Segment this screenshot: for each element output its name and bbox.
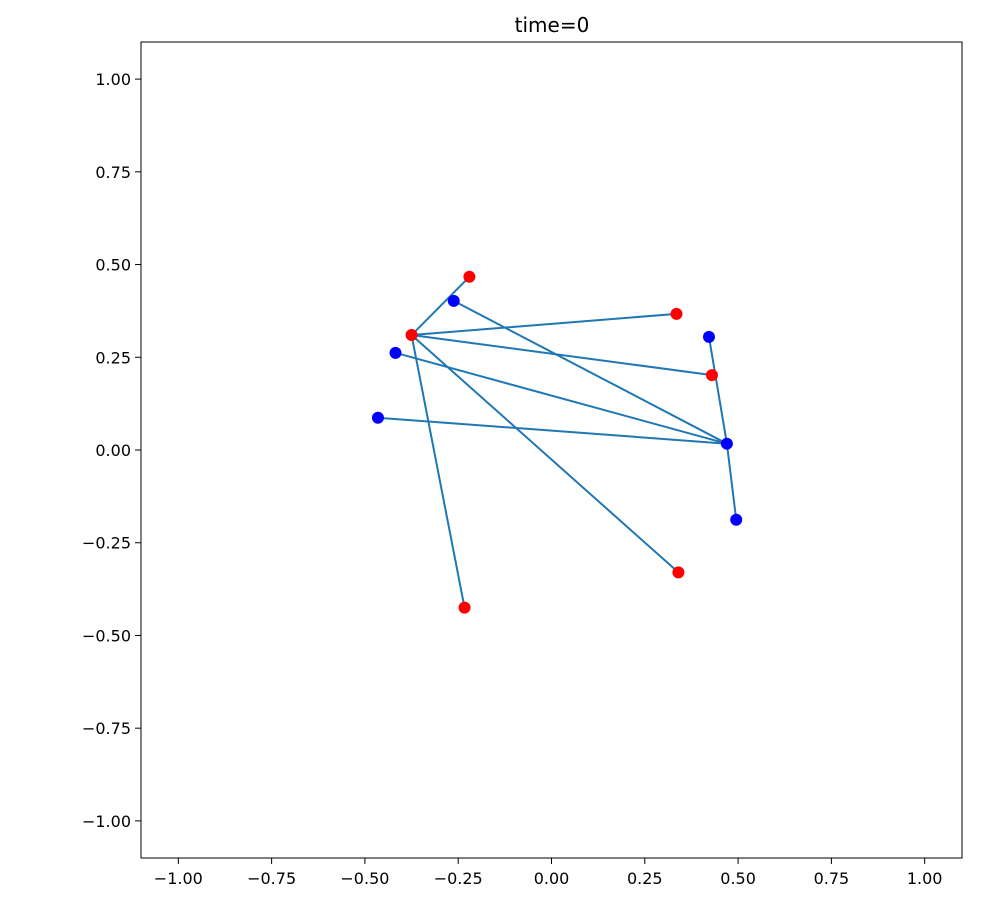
blue-point xyxy=(389,346,402,359)
y-tick-label: 1.00 xyxy=(95,70,131,89)
edge-line xyxy=(453,300,728,445)
y-tick-label: −0.25 xyxy=(82,534,131,553)
red-point xyxy=(458,601,471,614)
edge-line xyxy=(377,416,727,445)
y-tick-label: −0.75 xyxy=(82,719,131,738)
edge-line xyxy=(410,276,471,336)
y-tick-label: −0.50 xyxy=(82,626,131,645)
red-point xyxy=(705,369,718,382)
edge-line xyxy=(725,443,738,520)
red-point xyxy=(405,329,418,342)
blue-point xyxy=(447,294,460,307)
red-point xyxy=(670,307,683,320)
edges-layer xyxy=(377,276,738,608)
red-point xyxy=(463,270,476,283)
blue-point xyxy=(371,411,384,424)
edge-line xyxy=(411,312,677,337)
red-point xyxy=(672,566,685,579)
y-tick-label: 0.50 xyxy=(95,256,131,275)
chart-title: time=0 xyxy=(515,13,590,37)
plot-frame xyxy=(140,41,963,859)
edge-line xyxy=(395,351,728,445)
blue-point xyxy=(730,513,743,526)
blue-point xyxy=(720,437,733,450)
x-tick-label: −0.50 xyxy=(340,869,389,888)
edge-line xyxy=(411,334,713,377)
blue-point xyxy=(702,330,715,343)
edge-line xyxy=(410,334,466,608)
x-tick-label: 1.00 xyxy=(907,869,943,888)
y-tick-label: −1.00 xyxy=(82,812,131,831)
edge-line xyxy=(707,336,728,444)
points-layer xyxy=(371,270,743,614)
x-axis: −1.00 −0.75 −0.50 −0.25 0.00 0.25 0.50 0.75 1.00 xyxy=(154,858,943,888)
x-tick-label: −1.00 xyxy=(154,869,203,888)
y-axis: −1.00 −0.75 −0.50 −0.25 0.00 0.25 0.50 0.75 1.00 xyxy=(82,70,141,831)
x-tick-label: −0.75 xyxy=(247,869,296,888)
y-tick-label: 0.75 xyxy=(95,163,131,182)
y-tick-label: 0.00 xyxy=(95,441,131,460)
y-tick-label: 0.25 xyxy=(95,348,131,367)
x-tick-label: 0.00 xyxy=(534,869,570,888)
x-tick-label: −0.25 xyxy=(434,869,483,888)
edge-line xyxy=(410,334,680,574)
x-tick-label: 0.25 xyxy=(627,869,663,888)
x-tick-label: 0.50 xyxy=(720,869,756,888)
x-tick-label: 0.75 xyxy=(814,869,850,888)
